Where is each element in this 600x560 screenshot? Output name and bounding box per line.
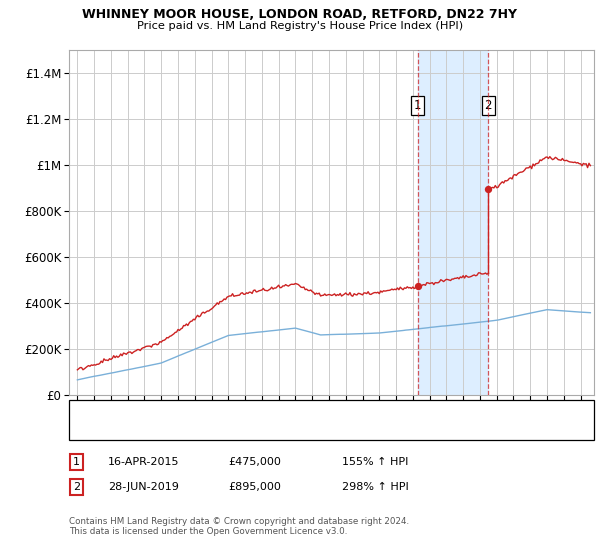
Text: £895,000: £895,000 [228,482,281,492]
Text: 1: 1 [73,457,80,467]
Text: 298% ↑ HPI: 298% ↑ HPI [342,482,409,492]
Text: 2: 2 [73,482,80,492]
Text: Price paid vs. HM Land Registry's House Price Index (HPI): Price paid vs. HM Land Registry's House … [137,21,463,31]
Text: HPI: Average price, detached house, Bassetlaw: HPI: Average price, detached house, Bass… [110,423,340,433]
Text: 28-JUN-2019: 28-JUN-2019 [108,482,179,492]
Point [413,281,422,290]
Bar [418,50,488,395]
Text: Contains HM Land Registry data © Crown copyright and database right 2024.
This d: Contains HM Land Registry data © Crown c… [69,517,409,536]
Text: WHINNEY MOOR HOUSE, LONDON ROAD, RETFORD, DN22 7HY (detached house): WHINNEY MOOR HOUSE, LONDON ROAD, RETFORD… [110,403,507,413]
Text: 1: 1 [414,99,421,112]
Point [484,185,493,194]
Text: £475,000: £475,000 [228,457,281,467]
Text: 2: 2 [484,99,492,112]
Text: 155% ↑ HPI: 155% ↑ HPI [342,457,409,467]
Text: 16-APR-2015: 16-APR-2015 [108,457,179,467]
Text: WHINNEY MOOR HOUSE, LONDON ROAD, RETFORD, DN22 7HY: WHINNEY MOOR HOUSE, LONDON ROAD, RETFORD… [83,8,517,21]
